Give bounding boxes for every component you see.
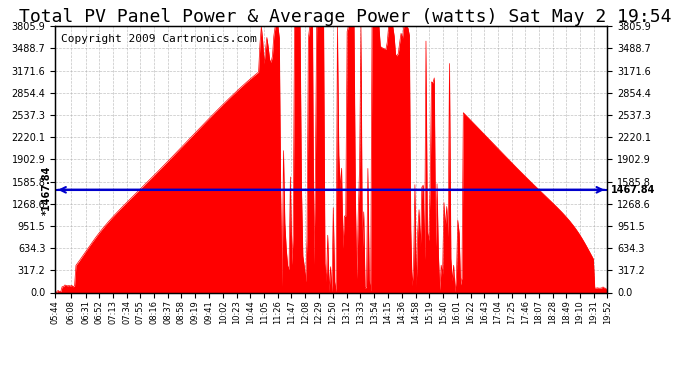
Text: 1467.84: 1467.84 [611, 185, 655, 195]
Text: Total PV Panel Power & Average Power (watts) Sat May 2 19:54: Total PV Panel Power & Average Power (wa… [19, 8, 671, 26]
Text: Copyright 2009 Cartronics.com: Copyright 2009 Cartronics.com [61, 34, 257, 44]
Text: *1467.84: *1467.84 [42, 165, 52, 214]
